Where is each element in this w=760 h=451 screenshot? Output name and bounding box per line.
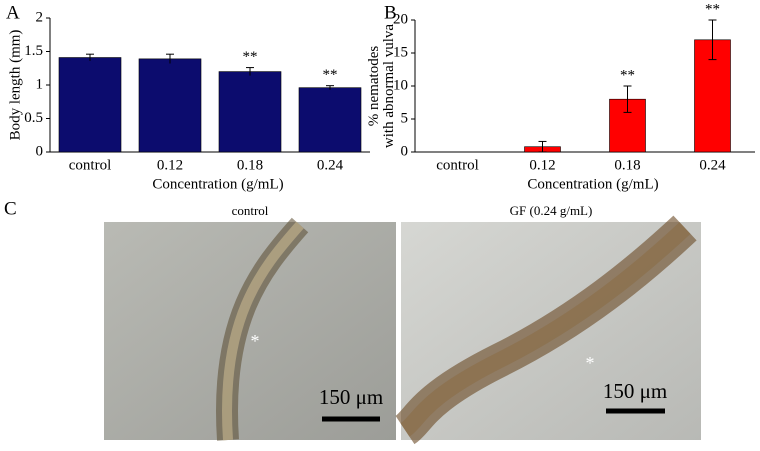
micrograph: control 150 μm *	[104, 203, 396, 441]
x-tick-label: 0.18	[237, 157, 263, 173]
marker: *	[586, 353, 595, 373]
y-tick-label: 15	[393, 44, 408, 60]
panel-label: A	[6, 2, 20, 23]
bar	[298, 87, 362, 153]
bar	[58, 57, 122, 153]
y-tick-label: 10	[393, 77, 408, 93]
x-tick-label: 0.24	[699, 157, 726, 173]
y-axis-label: with abnormal vulva	[381, 24, 397, 148]
micrograph-title: GF (0.24 g/mL)	[510, 203, 593, 218]
significance: **	[620, 67, 635, 83]
significance: **	[705, 1, 720, 17]
scale-bar-label: 150 μm	[319, 385, 383, 409]
y-tick-label: 0.5	[24, 110, 43, 126]
bar	[218, 71, 282, 153]
x-tick-label: 0.24	[317, 157, 344, 173]
micrograph: GF (0.24 g/mL) 150 μm *	[394, 203, 701, 445]
y-tick-label: 1	[36, 76, 44, 92]
significance: **	[243, 49, 258, 65]
scale-bar-label: 150 μm	[603, 379, 667, 403]
x-tick-label: 0.12	[529, 157, 555, 173]
x-tick-label: control	[69, 157, 112, 173]
bar	[138, 58, 202, 153]
y-tick-label: 0	[36, 143, 44, 159]
panel-label: B	[384, 2, 397, 23]
marker: *	[251, 331, 260, 351]
x-axis-label: Concentration (g/mL)	[152, 176, 283, 192]
micrograph-title: control	[232, 203, 269, 218]
y-axis-label: % nematodes	[366, 46, 382, 127]
y-tick-label: 1.5	[24, 43, 43, 59]
y-axis-label: Body length (mm)	[7, 30, 23, 141]
y-tick-label: 2	[36, 9, 44, 25]
y-tick-label: 5	[401, 110, 409, 126]
x-axis-label: Concentration (g/mL)	[527, 176, 658, 192]
panel-label: C	[4, 198, 17, 219]
x-tick-label: 0.18	[614, 157, 640, 173]
x-tick-label: 0.12	[157, 157, 183, 173]
x-tick-label: control	[436, 157, 479, 173]
y-tick-label: 20	[393, 11, 408, 27]
significance: **	[323, 67, 338, 83]
y-tick-label: 0	[401, 143, 409, 159]
